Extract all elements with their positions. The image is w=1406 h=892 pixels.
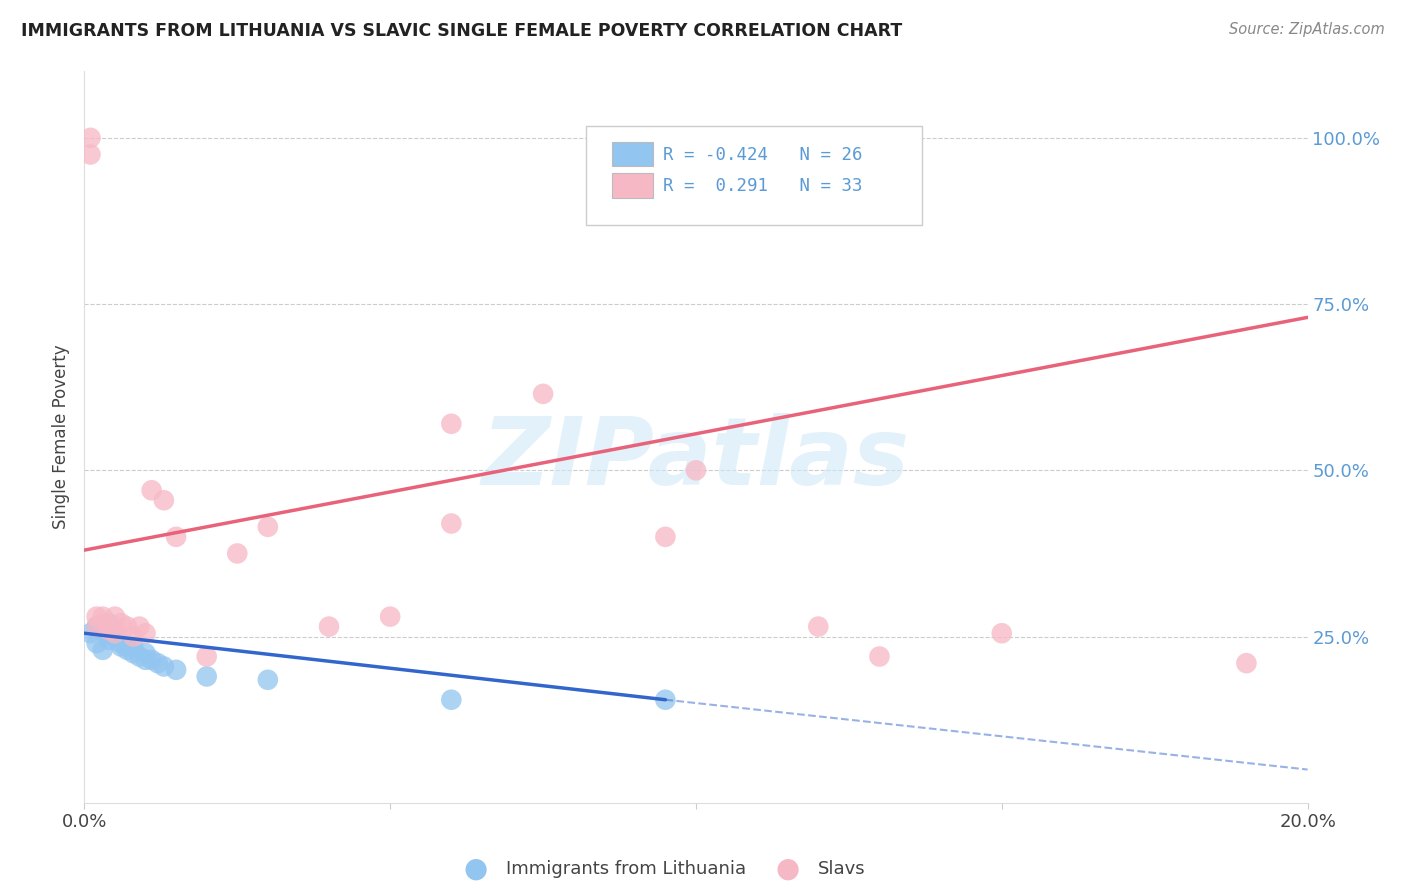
Point bbox=[115, 640, 138, 654]
Point bbox=[91, 616, 114, 631]
Point bbox=[104, 609, 127, 624]
Point bbox=[110, 636, 132, 650]
Point bbox=[122, 640, 145, 654]
Point bbox=[165, 663, 187, 677]
Point bbox=[141, 653, 163, 667]
FancyBboxPatch shape bbox=[612, 173, 654, 198]
Point bbox=[128, 649, 150, 664]
Point bbox=[97, 619, 120, 633]
Point bbox=[380, 609, 402, 624]
Point bbox=[110, 616, 132, 631]
Point bbox=[86, 609, 108, 624]
Point bbox=[318, 619, 340, 633]
Point bbox=[115, 619, 138, 633]
Y-axis label: Single Female Poverty: Single Female Poverty bbox=[52, 345, 70, 529]
Point bbox=[195, 649, 218, 664]
Point bbox=[115, 643, 138, 657]
Point bbox=[1236, 656, 1258, 670]
Point bbox=[165, 530, 187, 544]
Text: R = -0.424   N = 26: R = -0.424 N = 26 bbox=[664, 145, 862, 164]
Point bbox=[991, 626, 1014, 640]
Point bbox=[91, 623, 114, 637]
Point bbox=[257, 520, 280, 534]
Point bbox=[654, 530, 676, 544]
Text: R =  0.291   N = 33: R = 0.291 N = 33 bbox=[664, 178, 862, 195]
Text: IMMIGRANTS FROM LITHUANIA VS SLAVIC SINGLE FEMALE POVERTY CORRELATION CHART: IMMIGRANTS FROM LITHUANIA VS SLAVIC SING… bbox=[21, 22, 903, 40]
Point bbox=[122, 646, 145, 660]
Point bbox=[86, 636, 108, 650]
Point bbox=[440, 692, 463, 706]
Point bbox=[135, 646, 157, 660]
Point bbox=[440, 516, 463, 531]
Point bbox=[141, 483, 163, 498]
Text: Source: ZipAtlas.com: Source: ZipAtlas.com bbox=[1229, 22, 1385, 37]
Point bbox=[146, 656, 169, 670]
Point bbox=[128, 619, 150, 633]
Point bbox=[97, 616, 120, 631]
Point bbox=[79, 131, 101, 145]
Point bbox=[226, 546, 249, 560]
FancyBboxPatch shape bbox=[586, 126, 922, 225]
Point bbox=[104, 623, 127, 637]
Point bbox=[685, 463, 707, 477]
Text: ●: ● bbox=[776, 855, 800, 882]
Text: Slavs: Slavs bbox=[818, 860, 866, 878]
Text: ●: ● bbox=[464, 855, 488, 882]
Point bbox=[97, 623, 120, 637]
Point bbox=[91, 609, 114, 624]
Point bbox=[110, 640, 132, 654]
Point bbox=[440, 417, 463, 431]
Text: ZIPatlas: ZIPatlas bbox=[482, 413, 910, 505]
Point bbox=[153, 659, 176, 673]
FancyBboxPatch shape bbox=[612, 142, 654, 167]
Point bbox=[135, 626, 157, 640]
Point bbox=[97, 632, 120, 647]
Point bbox=[86, 619, 108, 633]
Point bbox=[104, 626, 127, 640]
Point bbox=[807, 619, 830, 633]
Point bbox=[257, 673, 280, 687]
Point bbox=[195, 669, 218, 683]
Point bbox=[869, 649, 891, 664]
Point bbox=[104, 626, 127, 640]
Point bbox=[122, 630, 145, 644]
Point bbox=[153, 493, 176, 508]
Point bbox=[79, 147, 101, 161]
Point bbox=[91, 643, 114, 657]
Point bbox=[104, 630, 127, 644]
Point bbox=[135, 653, 157, 667]
Point bbox=[531, 387, 554, 401]
Point bbox=[86, 619, 108, 633]
Point bbox=[654, 692, 676, 706]
Text: Immigrants from Lithuania: Immigrants from Lithuania bbox=[506, 860, 747, 878]
Point bbox=[79, 626, 101, 640]
